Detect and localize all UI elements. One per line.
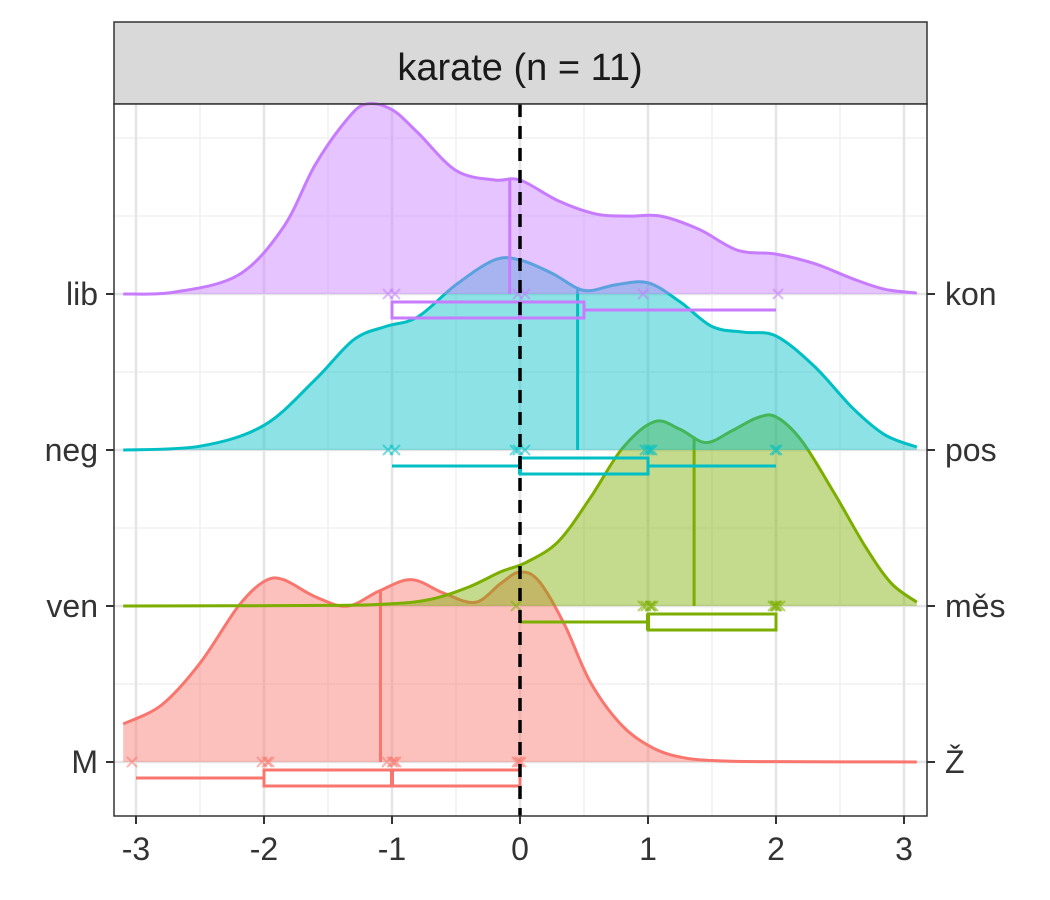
data-point-marker [639,444,651,456]
data-point-marker [389,288,401,300]
box [390,300,586,320]
x-tick-label: 0 [511,831,529,867]
data-point-marker [647,600,659,612]
data-point-marker [263,756,275,768]
y-label-left: neg [45,432,98,468]
y-label-left: lib [66,276,98,312]
data-point-marker [644,600,656,612]
x-tick-label: 2 [767,831,785,867]
data-point-marker [261,756,273,768]
data-point-marker [390,756,402,768]
data-point-marker [513,756,525,768]
data-point-marker [642,444,654,456]
data-point-marker [771,444,783,456]
data-point-marker [388,756,400,768]
x-tick-label: -1 [378,831,406,867]
data-point-marker [771,600,783,612]
density-curve [123,102,917,296]
density-curve [123,413,918,608]
data-point-marker [126,756,138,768]
y-label-right: měs [945,588,1005,624]
data-point-marker [767,600,779,612]
x-tick-label: 1 [639,831,657,867]
density-area [123,414,917,606]
y-label-right: kon [945,276,997,312]
y-label-right: pos [945,432,997,468]
x-tick-label: -2 [250,831,278,867]
data-point-marker [769,600,781,612]
density-curve [123,256,918,452]
x-tick-label: -3 [122,831,150,867]
y-label-left: ven [46,588,98,624]
data-point-marker [637,288,649,300]
data-point-marker [772,288,784,300]
facet-title: karate (n = 11) [397,47,642,89]
data-point-marker [644,444,656,456]
data-point-marker [386,756,398,768]
x-tick-label: 3 [895,831,913,867]
data-point-marker [769,444,781,456]
y-label-right: Ž [945,744,965,780]
facet-strip [113,21,928,105]
data-point-marker [510,600,522,612]
data-point-marker [389,444,401,456]
y-label-left: M [71,744,98,780]
density-curve [122,570,917,764]
data-point-marker [515,756,527,768]
